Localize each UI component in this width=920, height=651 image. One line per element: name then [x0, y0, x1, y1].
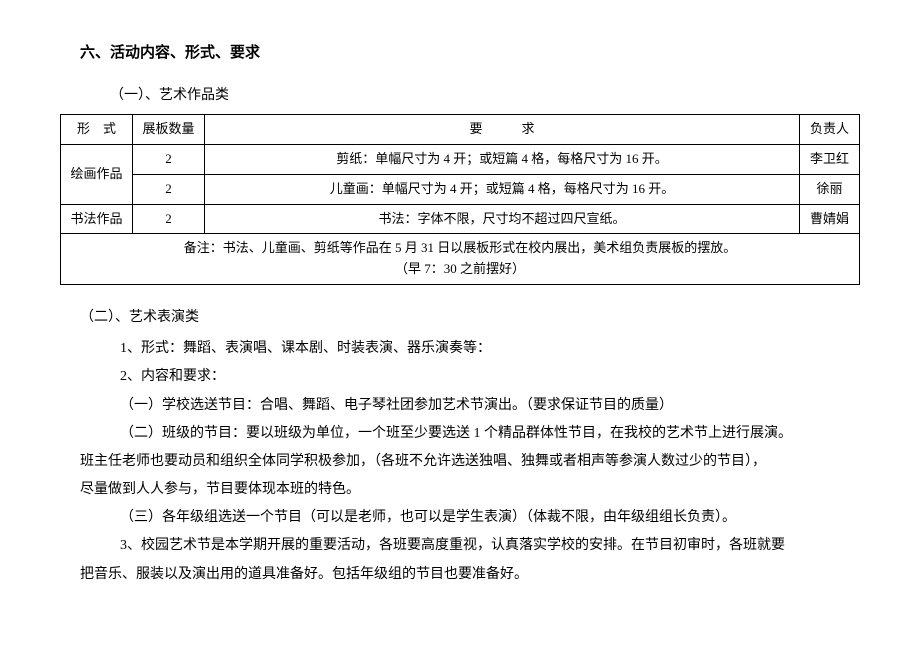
perf-item-2: 2、内容和要求： [120, 364, 860, 389]
perf-sub-1: （一）学校选送节目：合唱、舞蹈、电子琴社团参加艺术节演出。（要求保证节目的质量） [120, 393, 860, 418]
cell-req-3: 书法：字体不限，尺寸均不超过四尺宣纸。 [205, 204, 800, 234]
perf-sub-3: （三）各年级组选送一个节目（可以是老师，也可以是学生表演）（体裁不限，由年级组组… [120, 505, 860, 530]
perf-sub-2: （二）班级的节目：要以班级为单位，一个班至少要选送 1 个精品群体性节目，在我校… [120, 421, 860, 446]
th-count: 展板数量 [133, 115, 205, 145]
th-person: 负责人 [800, 115, 860, 145]
table-row: 绘画作品 2 剪纸：单幅尺寸为 4 开；或短篇 4 格，每格尺寸为 16 开。 … [61, 144, 860, 174]
note-line2: （早 7：30 之前摆好） [67, 259, 853, 280]
table-note-row: 备注：书法、儿童画、剪纸等作品在 5 月 31 日以展板形式在校内展出，美术组负… [61, 234, 860, 285]
cell-form-1: 绘画作品 [61, 144, 133, 204]
perf-item-3-line1: 3、校园艺术节是本学期开展的重要活动，各班要高度重视，认真落实学校的安排。在节目… [120, 533, 860, 558]
th-req: 要 求 [205, 115, 800, 145]
performance-heading: （二）、艺术表演类 [80, 305, 860, 330]
cell-count-2: 2 [133, 174, 205, 204]
table-row: 书法作品 2 书法：字体不限，尺寸均不超过四尺宣纸。 曹婧娟 [61, 204, 860, 234]
cell-count-1: 2 [133, 144, 205, 174]
cell-person-3: 曹婧娟 [800, 204, 860, 234]
cell-note: 备注：书法、儿童画、剪纸等作品在 5 月 31 日以展板形式在校内展出，美术组负… [61, 234, 860, 285]
perf-para-2: 尽量做到人人参与，节目要体现本班的特色。 [80, 477, 860, 502]
section-title: 六、活动内容、形式、要求 [80, 40, 860, 67]
th-form: 形 式 [61, 115, 133, 145]
cell-req-2: 儿童画：单幅尺寸为 4 开；或短篇 4 格，每格尺寸为 16 开。 [205, 174, 800, 204]
cell-person-1: 李卫红 [800, 144, 860, 174]
table-header-row: 形 式 展板数量 要 求 负责人 [61, 115, 860, 145]
table-row: 2 儿童画：单幅尺寸为 4 开；或短篇 4 格，每格尺寸为 16 开。 徐丽 [61, 174, 860, 204]
cell-count-3: 2 [133, 204, 205, 234]
perf-para-1: 班主任老师也要动员和组织全体同学积极参加，（各班不允许选送独唱、独舞或者相声等参… [80, 449, 860, 474]
cell-person-2: 徐丽 [800, 174, 860, 204]
cell-form-3: 书法作品 [61, 204, 133, 234]
artwork-table: 形 式 展板数量 要 求 负责人 绘画作品 2 剪纸：单幅尺寸为 4 开；或短篇… [60, 114, 860, 285]
note-line1: 备注：书法、儿童画、剪纸等作品在 5 月 31 日以展板形式在校内展出，美术组负… [67, 238, 853, 259]
cell-req-1: 剪纸：单幅尺寸为 4 开；或短篇 4 格，每格尺寸为 16 开。 [205, 144, 800, 174]
perf-item-1: 1、形式：舞蹈、表演唱、课本剧、时装表演、器乐演奏等： [120, 336, 860, 361]
artwork-heading: （一）、艺术作品类 [110, 83, 860, 108]
perf-item-3-line2: 把音乐、服装以及演出用的道具准备好。包括年级组的节目也要准备好。 [80, 562, 860, 587]
